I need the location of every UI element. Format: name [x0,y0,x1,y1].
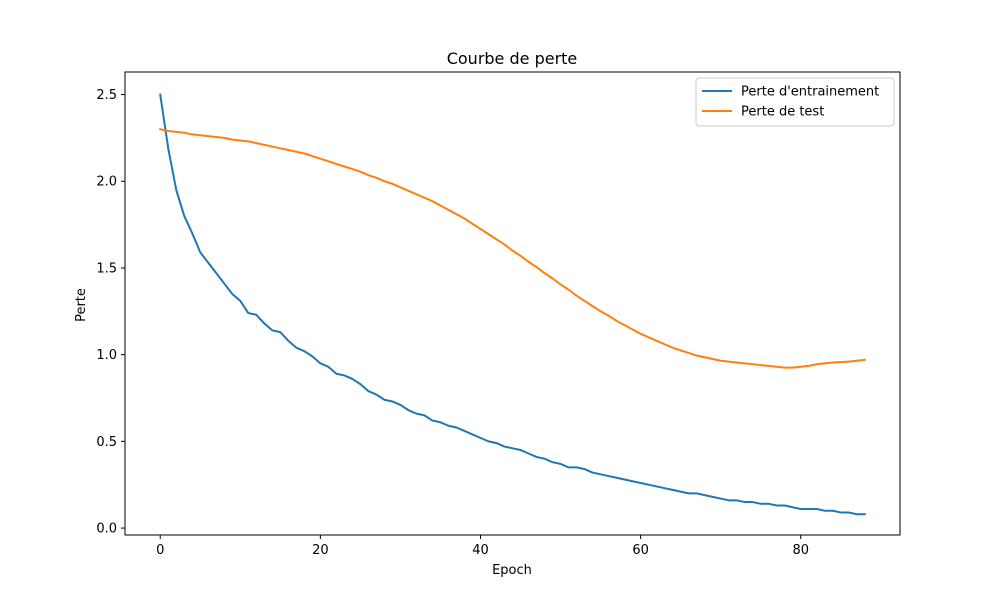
y-tick-label: 2.5 [96,88,117,103]
legend-label-2: Perte de test [741,105,824,120]
axes: 0 20 40 60 80 0.0 0.5 1.0 1.5 2.0 2.5 [96,71,901,558]
y-axis-label: Perte [74,288,89,322]
x-tick-label: 60 [632,543,649,558]
y-tick-label: 1.0 [96,348,117,363]
legend: Perte d'entrainement Perte de test [695,77,895,127]
x-tick-label: 20 [312,543,329,558]
y-tick-label: 0.0 [96,522,117,537]
y-tick-label: 2.0 [96,175,117,190]
y-tick-label: 0.5 [96,435,117,450]
plot-frame [124,71,901,536]
legend-box [695,77,895,127]
series-line-2 [159,128,866,369]
series-line-1 [159,93,866,516]
plot-area [159,93,866,516]
chart-title: Courbe de perte [447,49,578,68]
x-tick-label: 0 [156,543,164,558]
x-tick-label: 80 [792,543,809,558]
legend-label-1: Perte d'entrainement [741,85,879,100]
y-tick-label: 1.5 [96,261,117,276]
x-tick-label: 40 [472,543,489,558]
x-axis-label: Epoch [492,563,532,578]
